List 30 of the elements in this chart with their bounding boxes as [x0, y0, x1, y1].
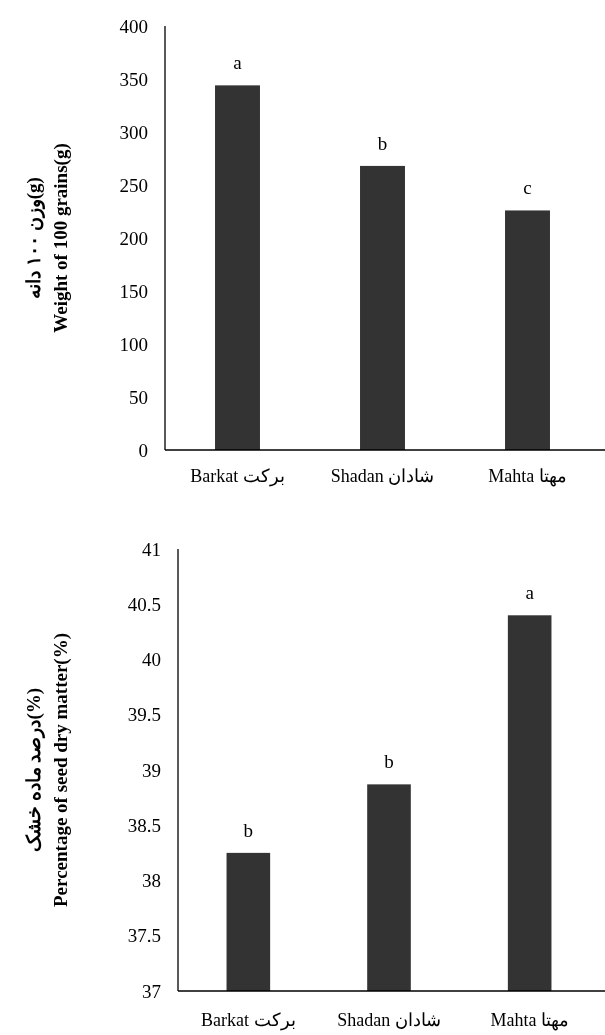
- annotation: a: [525, 582, 535, 604]
- annotation: b: [243, 819, 254, 841]
- y-tick-label: 40.5: [127, 593, 161, 615]
- y-tick-label: 37: [142, 980, 161, 1002]
- x-tick-label: Barkat برکت: [190, 466, 285, 487]
- y-tick-label: 40: [142, 649, 161, 670]
- y-tick-label: 39: [142, 759, 161, 781]
- y-tick-label: 150: [119, 280, 148, 302]
- annotation: c: [523, 177, 532, 199]
- y-tick-label: 200: [119, 227, 148, 249]
- x-tick-label: Barkat برکت: [201, 1010, 296, 1031]
- annotation: b: [377, 132, 388, 154]
- y-tick-label: 350: [119, 68, 148, 90]
- x-tick-label: Mahta مهتا: [490, 1010, 569, 1031]
- y-tick-label: 37.5: [127, 925, 161, 947]
- x-tick-label: Shadan شادان: [330, 466, 435, 486]
- y-tick-label: 38.5: [127, 814, 161, 836]
- y-tick-label: 300: [119, 121, 148, 143]
- y-tick-label: 50: [129, 386, 148, 408]
- y-tick-label: 38: [142, 870, 161, 891]
- y-tick-label: 400: [119, 15, 148, 37]
- x-tick-label: Mahta مهتا: [488, 466, 567, 487]
- y-tick-label: 250: [119, 174, 148, 196]
- annotation: b: [384, 751, 394, 773]
- y-tick-label: 0: [138, 439, 148, 461]
- y-tick-label: 39.5: [127, 704, 161, 726]
- annotation: a: [233, 52, 243, 74]
- x-tick-label: Shadan شادان: [337, 1010, 441, 1030]
- y-tick-label: 41: [142, 538, 161, 560]
- y-tick-label: 100: [119, 333, 148, 355]
